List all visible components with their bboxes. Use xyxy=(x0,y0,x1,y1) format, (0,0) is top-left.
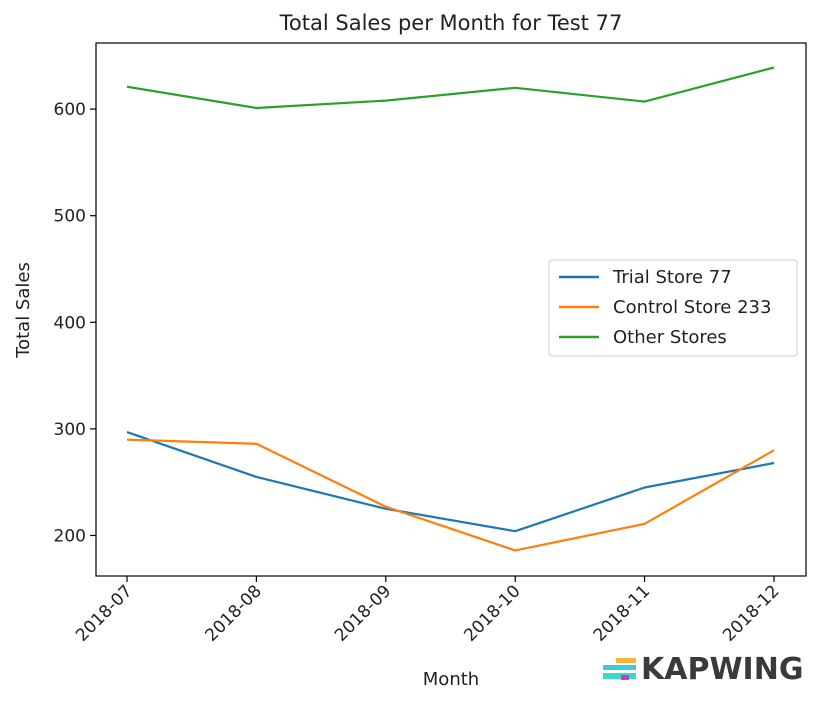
chart-title: Total Sales per Month for Test 77 xyxy=(279,11,623,35)
legend-entry: Control Store 233 xyxy=(613,297,771,318)
x-axis-label: Month xyxy=(423,669,479,690)
x-tick-label: 2018-08 xyxy=(202,581,266,645)
legend-entry: Trial Store 77 xyxy=(612,267,732,288)
y-axis-label: Total Sales xyxy=(13,262,34,359)
series-line-2 xyxy=(126,66,775,110)
kapwing-logo-icon xyxy=(603,658,636,680)
series-line-1 xyxy=(126,438,775,552)
y-tick-label: 500 xyxy=(54,207,86,227)
watermark-text: KAPWING xyxy=(641,652,803,687)
x-axis-ticks: 2018-07 2018-08 2018-09 2018-10 2018-11 2018-… xyxy=(72,576,784,646)
y-axis-ticks: 200 300 400 500 600 xyxy=(54,100,96,546)
legend-box xyxy=(548,259,798,357)
y-tick-label: 400 xyxy=(54,313,86,333)
x-tick-label: 2018-12 xyxy=(719,581,783,645)
y-tick-label: 300 xyxy=(54,420,86,440)
watermark: KAPWING xyxy=(603,652,803,687)
x-tick-label: 2018-11 xyxy=(590,581,654,645)
legend: Trial Store 77 Control Store 233 Other Sto… xyxy=(548,259,798,357)
x-tick-label: 2018-07 xyxy=(72,581,136,645)
y-tick-label: 600 xyxy=(54,100,86,120)
series-line-0 xyxy=(126,431,775,533)
x-tick-label: 2018-09 xyxy=(331,581,395,645)
legend-entry: Other Stores xyxy=(613,327,727,348)
plot-frame xyxy=(95,42,807,577)
y-tick-label: 200 xyxy=(54,526,86,546)
x-tick-label: 2018-10 xyxy=(460,581,524,645)
plot-area xyxy=(95,42,807,577)
